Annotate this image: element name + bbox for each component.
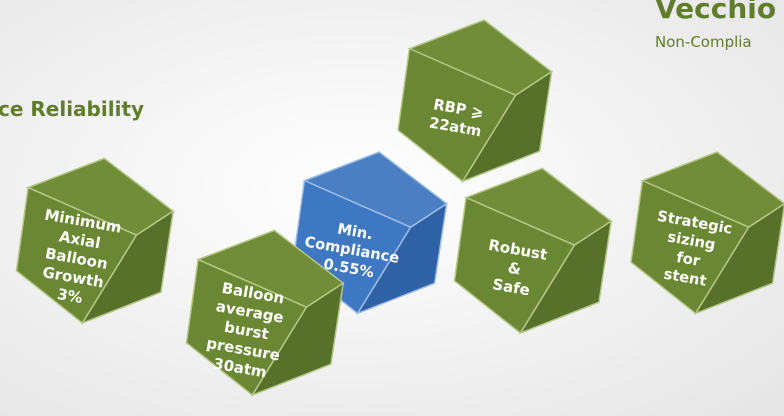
left-heading: ce Reliability: [0, 97, 144, 121]
slide: Vecchio Non-Complia ce Reliability Minim…: [0, 0, 784, 416]
subtitle: Non-Complia: [655, 33, 752, 51]
title: Vecchio: [655, 0, 776, 25]
page: {"header": {"title": "Vecchio", "subtitl…: [0, 0, 784, 416]
